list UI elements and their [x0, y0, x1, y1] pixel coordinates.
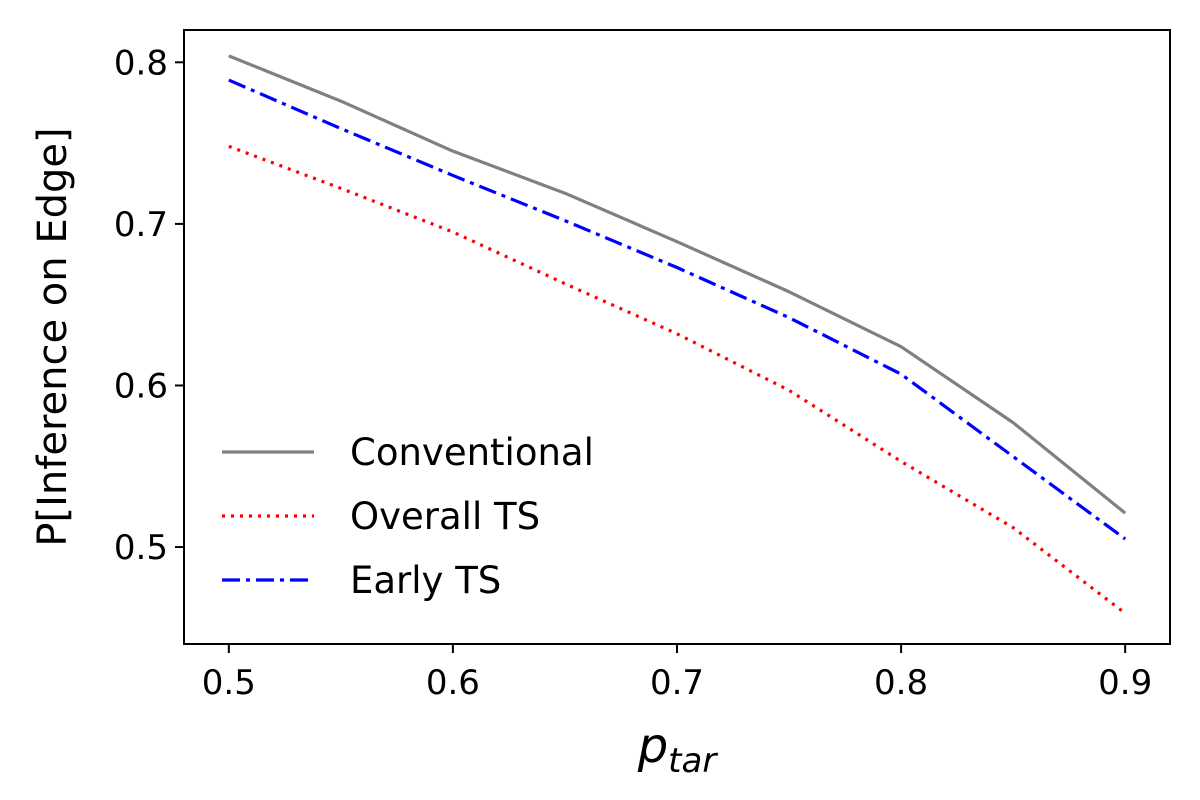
plot-area: [183, 29, 1171, 645]
x-tick-label: 0.7: [650, 663, 704, 703]
series-line-early-ts: [228, 78, 1127, 541]
y-tick-label: 0.6: [114, 366, 168, 406]
x-axis: 0.5 0.6 0.7 0.8 0.9: [202, 644, 1152, 703]
legend-label: Overall TS: [350, 495, 540, 538]
plot-frame: [183, 29, 1171, 645]
y-tick-label: 0.7: [114, 205, 168, 245]
legend: Conventional Overall TS Early TS: [222, 431, 594, 602]
y-tick-label: 0.8: [114, 43, 168, 83]
y-axis-title: P[Inference on Edge]: [30, 127, 76, 546]
x-axis-title: ptar: [637, 718, 719, 781]
x-tick-label: 0.6: [426, 663, 480, 703]
legend-label: Conventional: [350, 431, 594, 474]
x-axis-title-subscript: tar: [668, 741, 718, 781]
legend-label: Early TS: [350, 559, 501, 602]
y-axis: 0.5 0.6 0.7 0.8: [114, 43, 184, 568]
x-tick-label: 0.5: [202, 663, 256, 703]
x-tick-label: 0.8: [874, 663, 928, 703]
y-tick-label: 0.5: [114, 528, 168, 568]
x-tick-label: 0.9: [1098, 663, 1152, 703]
x-axis-title-main: p: [637, 718, 668, 774]
series-line-overall-ts: [228, 144, 1127, 615]
series-line-conventional: [228, 54, 1127, 515]
series-layer: [228, 54, 1127, 615]
